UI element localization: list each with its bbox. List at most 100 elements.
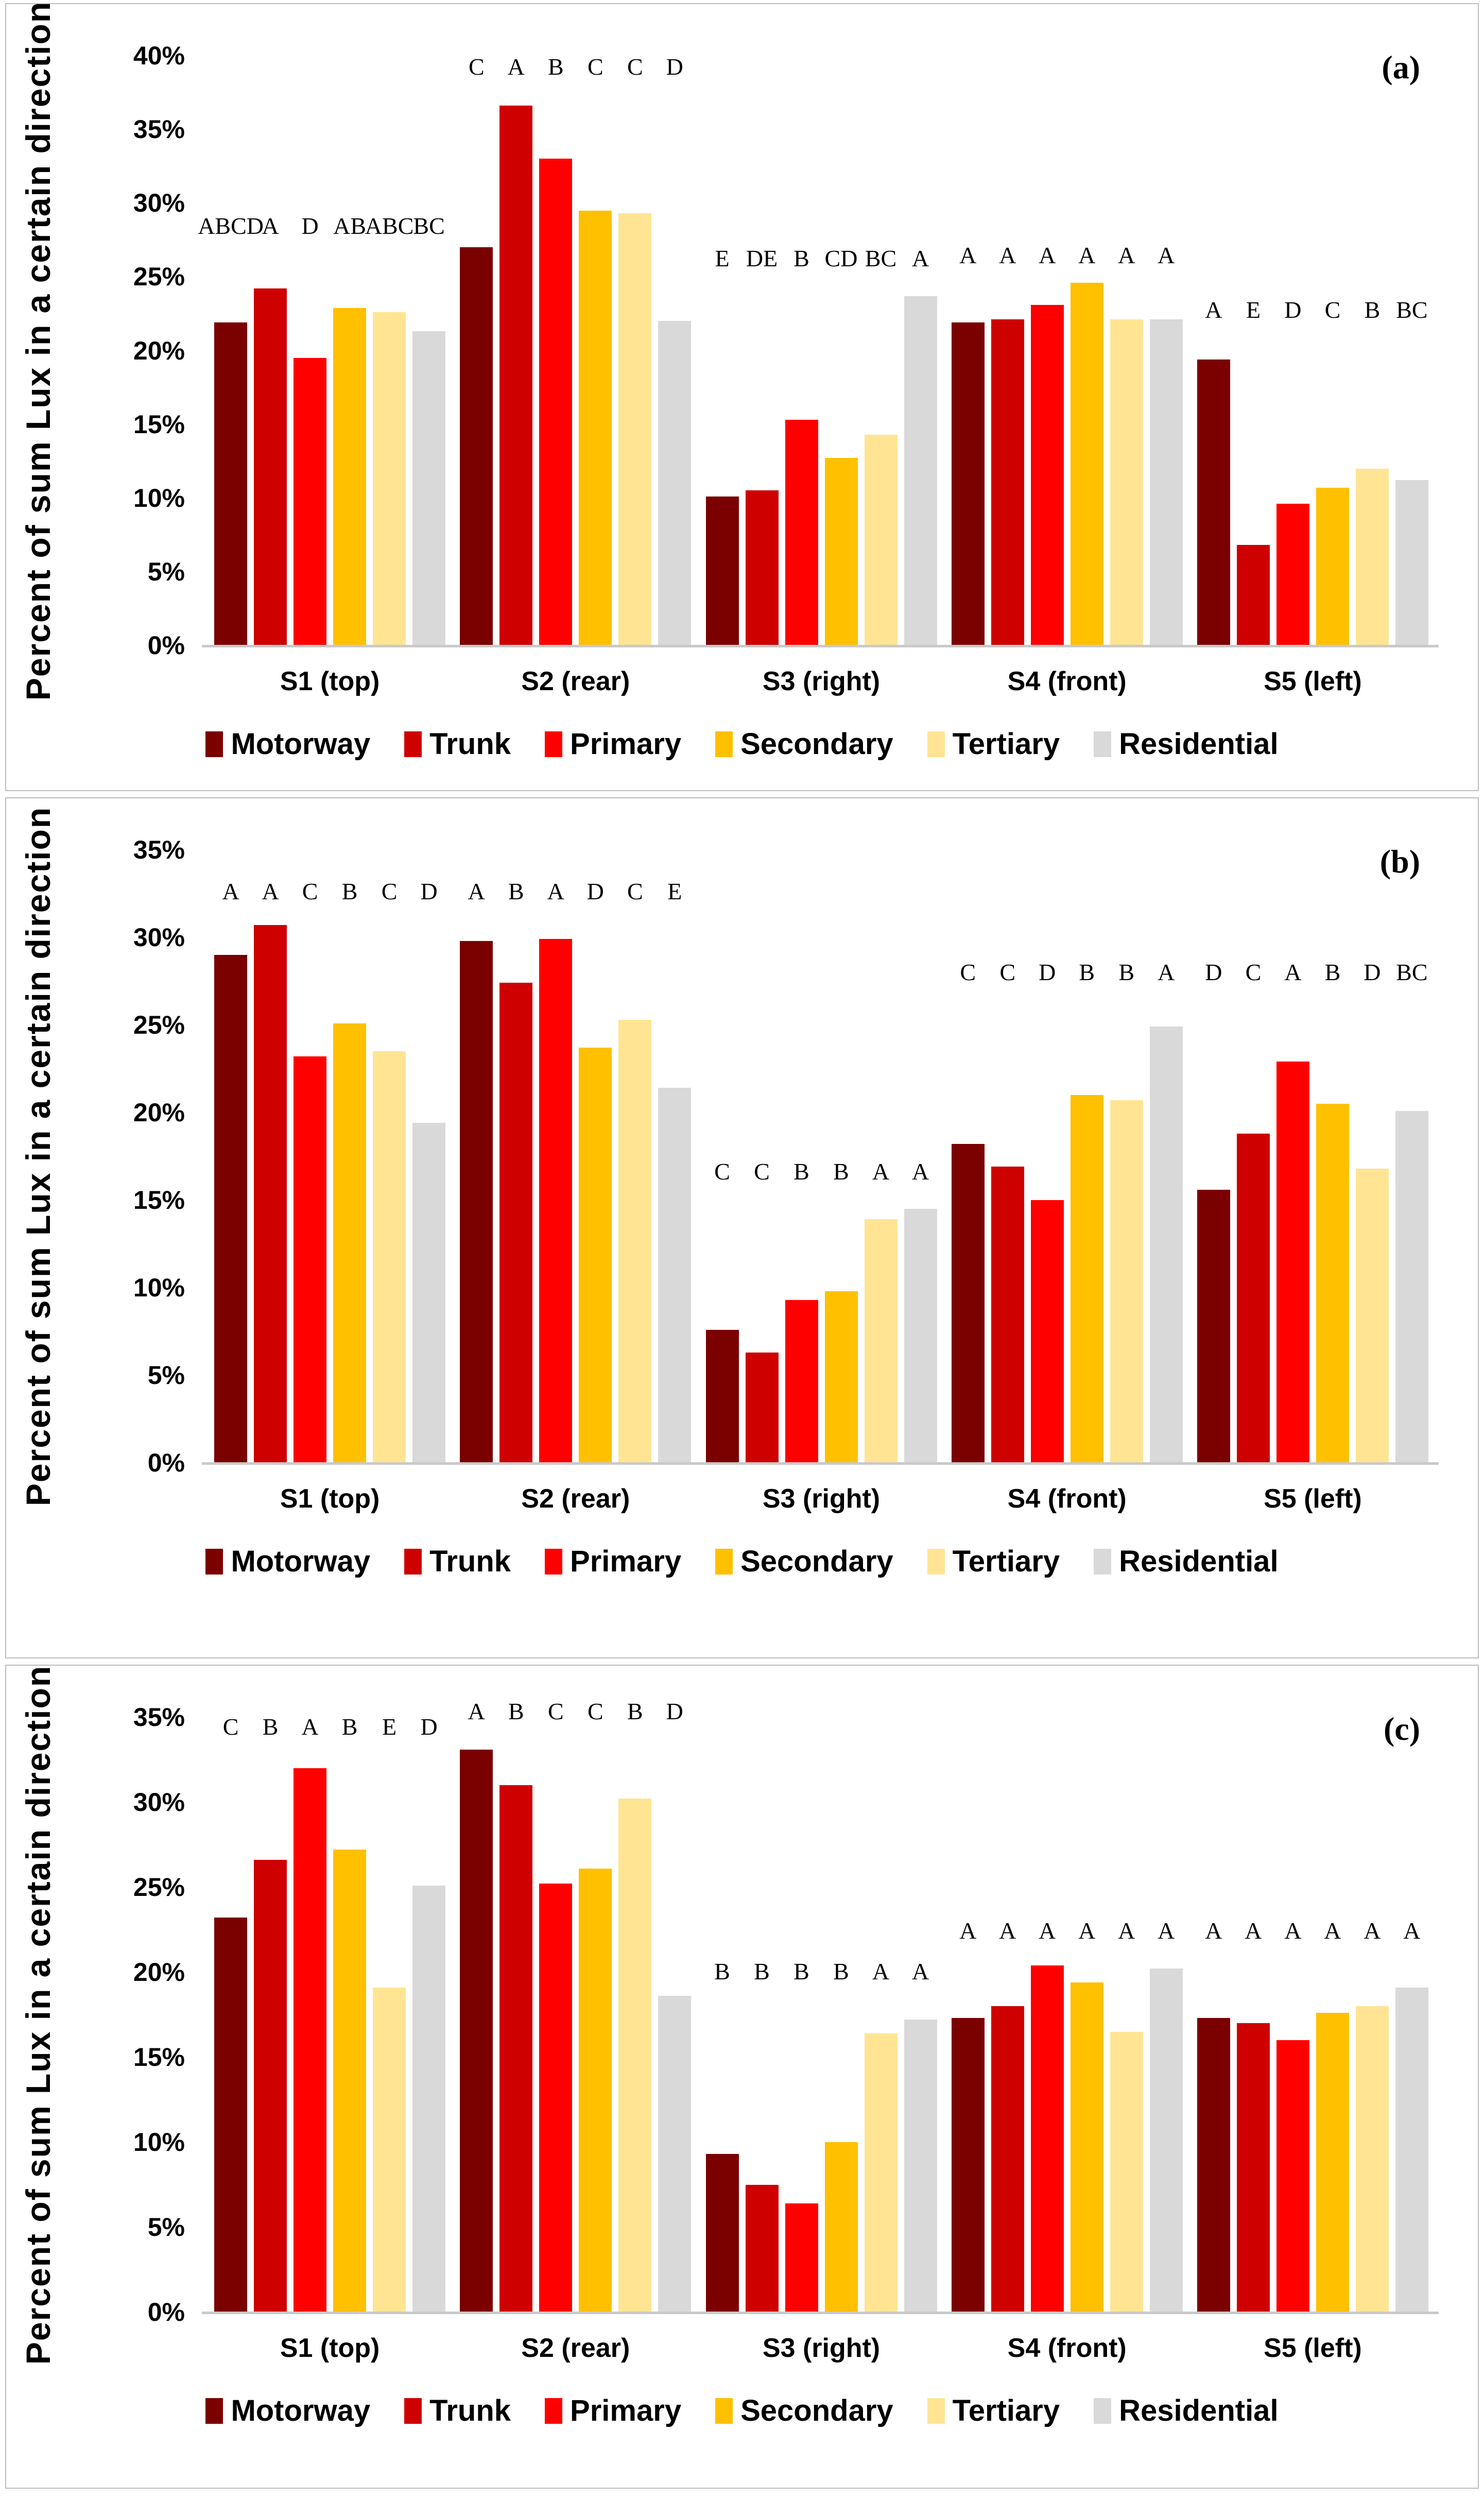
bar-slot: A [460, 850, 493, 1463]
bar-slot: A [1316, 1717, 1349, 2312]
significance-letter: DE [746, 245, 778, 271]
bar-slot: A [904, 56, 937, 645]
y-tick-label: 5% [147, 2213, 185, 2242]
bar-slot: E [705, 56, 739, 645]
legend-label-secondary: Secondary [740, 1545, 893, 1578]
legend: Motorway Trunk Primary Secondary Tertiary Res… [6, 2393, 1478, 2428]
bar-motorway-s2-rear [460, 247, 493, 645]
y-axis-title: Percent of sum Lux in a certain directio… [19, 1665, 57, 2365]
significance-letter: B [547, 53, 564, 80]
significance-letter: B [754, 1958, 770, 1985]
significance-letter: A [1078, 242, 1096, 269]
bar-slot: B [254, 1714, 287, 2312]
legend: Motorway Trunk Primary Secondary Tertiary Res… [6, 1544, 1478, 1579]
bar-residential-s3-right [904, 296, 937, 645]
legend-swatch-trunk [404, 731, 422, 757]
bar-motorway-s4-front [951, 2018, 985, 2312]
legend-swatch-tertiary [927, 1548, 945, 1575]
y-tick-label: 25% [133, 1873, 185, 1902]
bar-trunk-s1-top [254, 288, 287, 645]
bar-tertiary-s1-top [373, 312, 406, 645]
bar-primary-s5-left [1276, 504, 1309, 645]
bar-slot: B [785, 850, 818, 1463]
bar-residential-s2-rear [658, 1088, 692, 1463]
significance-letter: B [1364, 297, 1381, 323]
bar-secondary-s1-top [333, 307, 367, 645]
significance-letter: A [1284, 1917, 1302, 1944]
significance-letter: A [507, 53, 525, 80]
significance-letter: C [714, 1158, 730, 1185]
legend-swatch-residential [1094, 2398, 1112, 2424]
significance-letter: C [547, 1698, 564, 1725]
bar-trunk-s3-right [745, 2184, 779, 2312]
x-category-label-s2-rear: S2 (rear) [521, 1484, 630, 1514]
chart-panel-c: Percent of sum Lux in a certain directio… [5, 1665, 1479, 2489]
bar-slot: D [412, 1713, 446, 2312]
significance-letter: A [547, 878, 564, 905]
y-tick-label: 40% [133, 41, 185, 70]
y-axis-ticks: 0% 5% 10% 15% 20% 25% 30% 35% [83, 836, 194, 1476]
legend-label-tertiary: Tertiary [952, 727, 1060, 761]
legend-swatch-residential [1094, 731, 1112, 757]
significance-letter: A [1205, 1917, 1222, 1944]
bar-slot: A [864, 850, 898, 1463]
bar-motorway-s1-top [214, 955, 248, 1463]
significance-letter: A [872, 1958, 890, 1985]
x-category-label-s4-front: S4 (front) [1007, 666, 1127, 696]
bar-primary-s3-right [785, 2203, 818, 2312]
significance-letter: BC [1396, 297, 1428, 323]
significance-letter: A [911, 1958, 929, 1985]
y-axis-ticks: 0% 5% 10% 15% 20% 25% 30% 35% [83, 1704, 194, 2325]
bar-residential-s1-top [412, 1885, 446, 2312]
significance-letter: A [1118, 1917, 1135, 1944]
significance-letter: B [793, 1158, 809, 1185]
significance-letter: B [1324, 959, 1341, 985]
significance-letter: A [468, 1698, 485, 1725]
significance-letter: B [793, 245, 809, 271]
bar-cluster-s1-top: ABCD A D AB ABC BC [198, 56, 453, 645]
bar-tertiary-s3-right [864, 2033, 898, 2312]
significance-letter: B [833, 1158, 849, 1185]
significance-letter: D [1284, 297, 1302, 323]
legend-label-motorway: Motorway [231, 2394, 371, 2427]
significance-letter: A [999, 242, 1016, 269]
legend-swatch-secondary [715, 2398, 733, 2424]
bar-slot: C [1236, 850, 1270, 1463]
bar-slot: CD [824, 56, 858, 645]
bar-slot: B [539, 53, 573, 645]
y-tick-label: 5% [147, 557, 185, 586]
significance-letter: D [420, 1713, 438, 1740]
significance-letter: A [959, 242, 977, 269]
bar-slot: ABC [365, 56, 413, 645]
bar-secondary-s2-rear [579, 1048, 612, 1463]
bar-slot: D [658, 54, 692, 645]
bar-primary-s1-top [294, 357, 327, 645]
bar-residential-s1-top [412, 1123, 446, 1463]
bar-primary-s2-rear [539, 1884, 573, 2312]
significance-letter: A [1245, 1917, 1262, 1944]
bar-slot: B [1070, 850, 1103, 1463]
bar-motorway-s3-right [705, 496, 739, 645]
y-tick-label: 0% [147, 1448, 185, 1477]
y-tick-label: 10% [133, 1273, 185, 1302]
bar-slot: A [991, 1717, 1024, 2312]
significance-letter: ABC [365, 212, 414, 239]
bar-secondary-s3-right [824, 2142, 858, 2312]
y-axis-title: Percent of sum Lux in a certain directio… [19, 806, 57, 1507]
significance-letter: B [627, 1698, 643, 1725]
significance-letter: A [959, 1917, 977, 1944]
bar-slot: D [1355, 850, 1389, 1463]
chart-panel-b: Percent of sum Lux in a certain directio… [5, 797, 1479, 1658]
bar-slot: D [658, 1699, 692, 2312]
significance-letter: C [627, 53, 643, 80]
x-category-label-s5-left: S5 (left) [1264, 666, 1362, 696]
bar-primary-s1-top [294, 1768, 327, 2312]
significance-letter: A [1284, 959, 1302, 985]
bar-slot: BC [864, 56, 898, 645]
y-tick-label: 15% [133, 2043, 185, 2072]
